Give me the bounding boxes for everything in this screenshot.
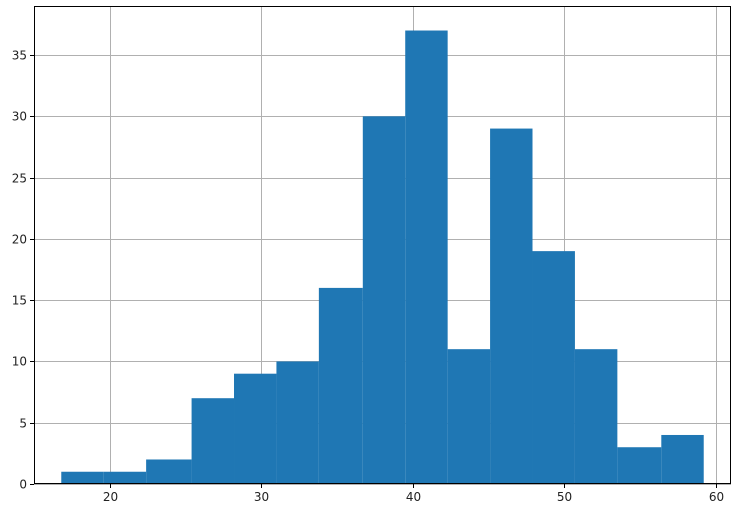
x-tick-label: 50 (557, 490, 572, 504)
histogram-bar (146, 459, 192, 484)
y-tick-label: 35 (12, 49, 27, 63)
histogram-bar (61, 471, 104, 484)
histogram-bar (103, 471, 147, 484)
histogram-bar (318, 287, 363, 484)
x-tick-label: 60 (709, 490, 724, 504)
histogram-bar (617, 447, 662, 484)
histogram-bar (447, 349, 491, 484)
histogram-bar (276, 361, 319, 484)
y-tick-label: 15 (12, 294, 27, 308)
y-tick-label: 25 (12, 172, 27, 186)
histogram-bar (405, 30, 448, 485)
bars-layer (61, 30, 704, 485)
x-tick-label: 40 (406, 490, 421, 504)
x-tick-label: 30 (254, 490, 269, 504)
y-tick-label: 10 (12, 355, 27, 369)
histogram-bar (362, 116, 406, 485)
plot-frame (34, 6, 731, 484)
histogram-bar (574, 349, 618, 484)
histogram-bar (532, 251, 575, 484)
histogram-bar (490, 128, 533, 485)
x-tick-label: 20 (103, 490, 118, 504)
y-tick-label: 0 (19, 478, 27, 492)
y-tick-label: 20 (12, 233, 27, 247)
histogram-bar (191, 398, 235, 484)
ticks-layer: 20 30 40 50 60 0 5 10 15 20 25 30 35 (12, 49, 724, 505)
y-tick-label: 30 (12, 110, 27, 124)
y-tick-label: 5 (19, 417, 27, 431)
histogram-bar (234, 373, 277, 484)
histogram-bar (661, 434, 704, 484)
